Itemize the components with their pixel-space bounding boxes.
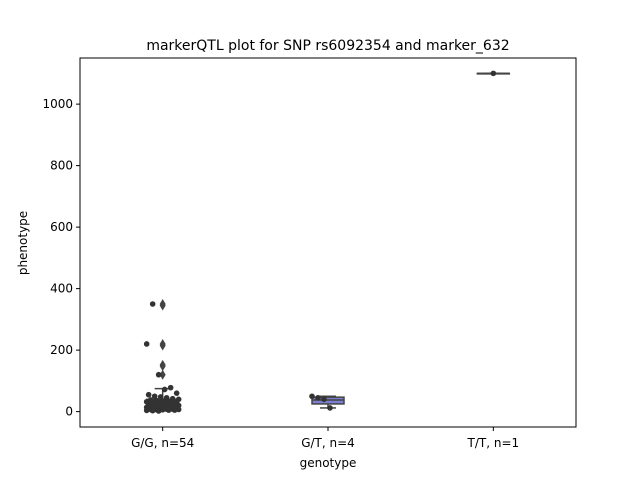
data-point [149, 407, 156, 414]
data-point [155, 408, 162, 414]
data-point [490, 70, 497, 77]
x-tick-label: G/G, n=54 [131, 436, 194, 450]
data-point [151, 393, 158, 400]
data-point [315, 394, 321, 401]
outlier-marker [159, 299, 166, 309]
plot-area [143, 70, 511, 414]
data-point [327, 405, 333, 411]
y-tick-label: 200 [50, 343, 73, 357]
data-point [321, 396, 327, 403]
chart-title: markerQTL plot for SNP rs6092354 and mar… [146, 38, 509, 54]
y-tick-label: 1000 [42, 97, 73, 111]
y-tick-label: 800 [50, 159, 73, 173]
data-point [161, 386, 168, 393]
y-tick-label: 0 [65, 405, 73, 419]
plot-frame [79, 57, 577, 428]
y-tick-label: 400 [50, 282, 73, 296]
outlier-marker [159, 359, 166, 370]
outlier-marker [159, 338, 166, 349]
y-axis: 0 200 400 600 800 1000 [42, 97, 80, 419]
data-point [165, 407, 172, 413]
data-point [155, 371, 162, 378]
outlier-marker [159, 369, 166, 380]
x-tick-label: G/T, n=4 [301, 436, 355, 450]
x-axis-title: genotype [300, 456, 357, 470]
y-tick-label: 600 [50, 220, 73, 234]
data-point [173, 390, 180, 396]
data-point [145, 391, 152, 398]
data-point [143, 407, 150, 414]
y-axis-title: phenotype [16, 211, 30, 275]
data-point [149, 301, 156, 307]
data-point [167, 384, 174, 391]
data-point [309, 393, 315, 400]
x-tick-label: T/T, n=1 [467, 436, 520, 450]
x-axis: G/G, n=54 G/T, n=4 T/T, n=1 [131, 427, 519, 450]
data-point [171, 407, 178, 413]
data-point [143, 341, 150, 347]
